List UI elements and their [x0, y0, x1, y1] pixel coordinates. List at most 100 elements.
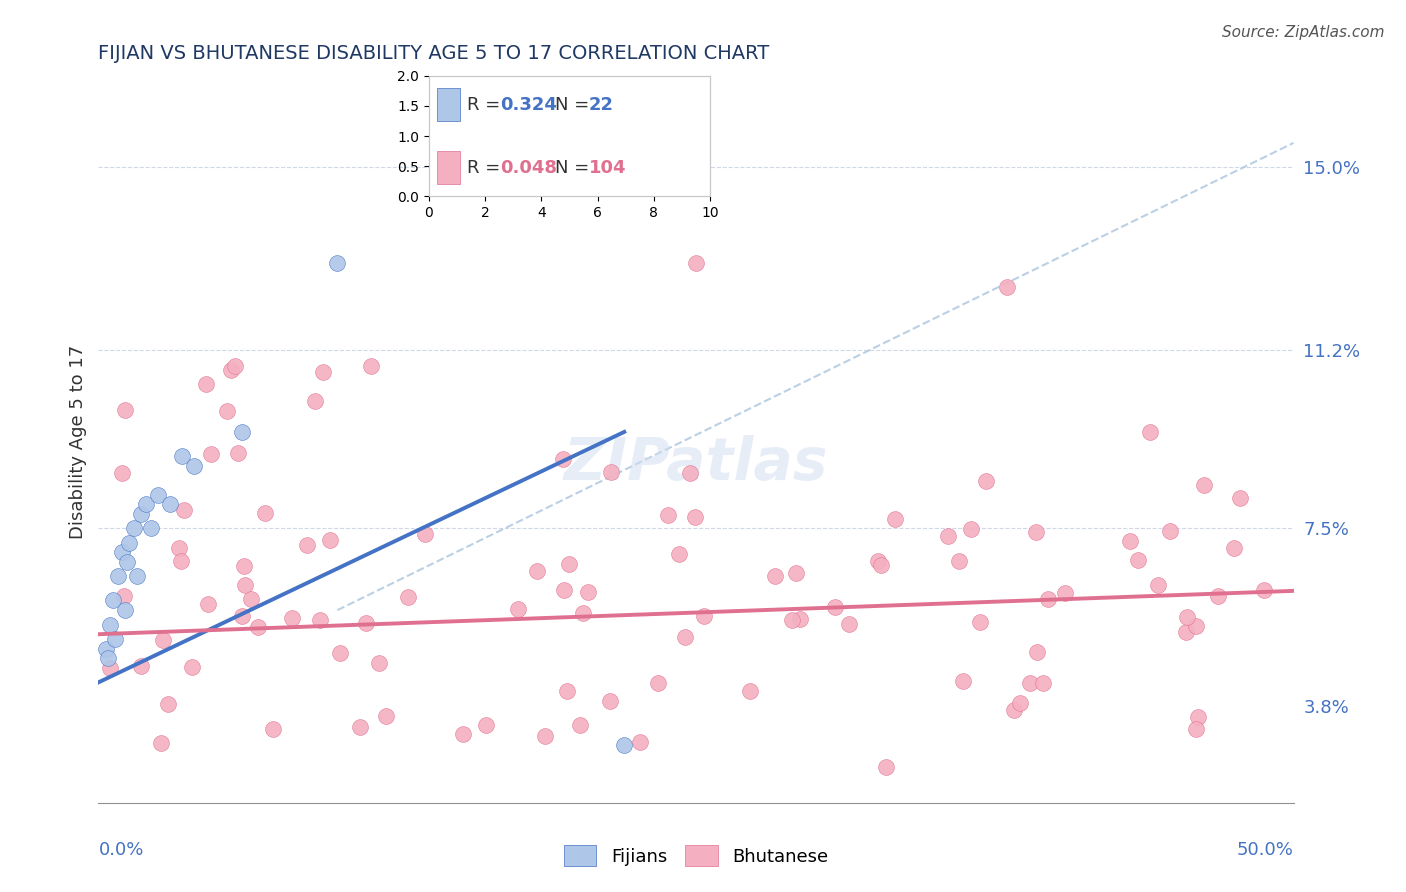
Point: [226, 446, 249, 460]
Point: [167, 541, 190, 556]
Point: [139, 521, 162, 535]
Point: [569, 718, 592, 732]
Point: [1174, 624, 1197, 639]
Point: [124, 521, 146, 535]
Point: [233, 558, 256, 573]
Point: [224, 359, 246, 373]
Legend: Fijians, Bhutanese: Fijians, Bhutanese: [557, 838, 835, 873]
Point: [883, 512, 905, 526]
Point: [673, 630, 696, 644]
Text: R =: R =: [467, 95, 506, 113]
Point: [668, 547, 690, 561]
Point: [360, 359, 382, 374]
Point: [936, 529, 959, 543]
Point: [148, 487, 170, 501]
Point: [740, 684, 762, 698]
Text: R =: R =: [467, 159, 506, 177]
Point: [312, 365, 335, 379]
Point: [613, 738, 636, 752]
Point: [131, 507, 153, 521]
Point: [111, 545, 134, 559]
Point: [374, 709, 396, 723]
Point: [98, 617, 122, 632]
Point: [413, 526, 436, 541]
Point: [1159, 524, 1181, 539]
Point: [253, 507, 276, 521]
Point: [233, 577, 256, 591]
Text: FIJIAN VS BHUTANESE DISABILITY AGE 5 TO 17 CORRELATION CHART: FIJIAN VS BHUTANESE DISABILITY AGE 5 TO …: [98, 45, 769, 63]
Point: [555, 683, 578, 698]
Point: [111, 467, 134, 481]
Point: [969, 615, 991, 629]
Text: 0.0%: 0.0%: [98, 841, 143, 859]
Point: [959, 522, 981, 536]
Point: [1177, 609, 1199, 624]
Point: [1119, 534, 1142, 549]
Point: [368, 656, 391, 670]
Point: [628, 735, 651, 749]
Point: [551, 452, 574, 467]
Text: Source: ZipAtlas.com: Source: ZipAtlas.com: [1222, 25, 1385, 40]
Point: [195, 376, 218, 391]
Point: [868, 554, 890, 568]
Point: [780, 613, 803, 627]
Point: [599, 694, 621, 708]
Text: N =: N =: [555, 159, 595, 177]
Text: 50.0%: 50.0%: [1237, 841, 1294, 859]
Bar: [437, 87, 460, 121]
Point: [98, 661, 121, 675]
Point: [215, 404, 238, 418]
Point: [533, 729, 555, 743]
Point: [995, 280, 1018, 294]
Point: [1139, 425, 1161, 439]
Point: [1223, 541, 1246, 556]
Point: [262, 722, 284, 736]
Point: [875, 760, 897, 774]
Point: [952, 673, 974, 688]
Point: [526, 564, 548, 578]
Point: [685, 256, 707, 270]
Point: [159, 497, 181, 511]
Point: [97, 651, 120, 665]
Point: [1036, 592, 1059, 607]
Point: [870, 558, 893, 572]
Point: [1185, 619, 1208, 633]
Point: [557, 557, 579, 571]
Text: 22: 22: [589, 95, 614, 113]
Point: [197, 597, 219, 611]
Text: N =: N =: [555, 95, 595, 113]
Point: [679, 467, 702, 481]
Point: [349, 720, 371, 734]
Point: [239, 592, 262, 607]
Point: [112, 589, 135, 603]
Point: [172, 449, 194, 463]
Point: [309, 613, 332, 627]
Point: [173, 503, 195, 517]
Text: 104: 104: [589, 159, 627, 177]
Point: [149, 736, 172, 750]
Point: [1187, 710, 1209, 724]
Point: [118, 535, 141, 549]
Point: [763, 569, 786, 583]
Point: [475, 718, 498, 732]
Point: [231, 608, 253, 623]
Point: [281, 611, 304, 625]
Point: [571, 607, 593, 621]
Text: 0.048: 0.048: [501, 159, 558, 177]
Point: [451, 727, 474, 741]
Point: [135, 497, 157, 511]
Point: [180, 660, 202, 674]
Point: [1147, 578, 1170, 592]
Text: ZIPatlas: ZIPatlas: [564, 434, 828, 491]
Point: [246, 620, 269, 634]
Point: [107, 569, 129, 583]
Point: [838, 617, 860, 632]
Point: [508, 602, 530, 616]
Bar: [437, 151, 460, 185]
Point: [1008, 697, 1031, 711]
Text: 0.324: 0.324: [501, 95, 557, 113]
Point: [1002, 703, 1025, 717]
Point: [683, 509, 706, 524]
Point: [183, 458, 205, 473]
Y-axis label: Disability Age 5 to 17: Disability Age 5 to 17: [69, 344, 87, 539]
